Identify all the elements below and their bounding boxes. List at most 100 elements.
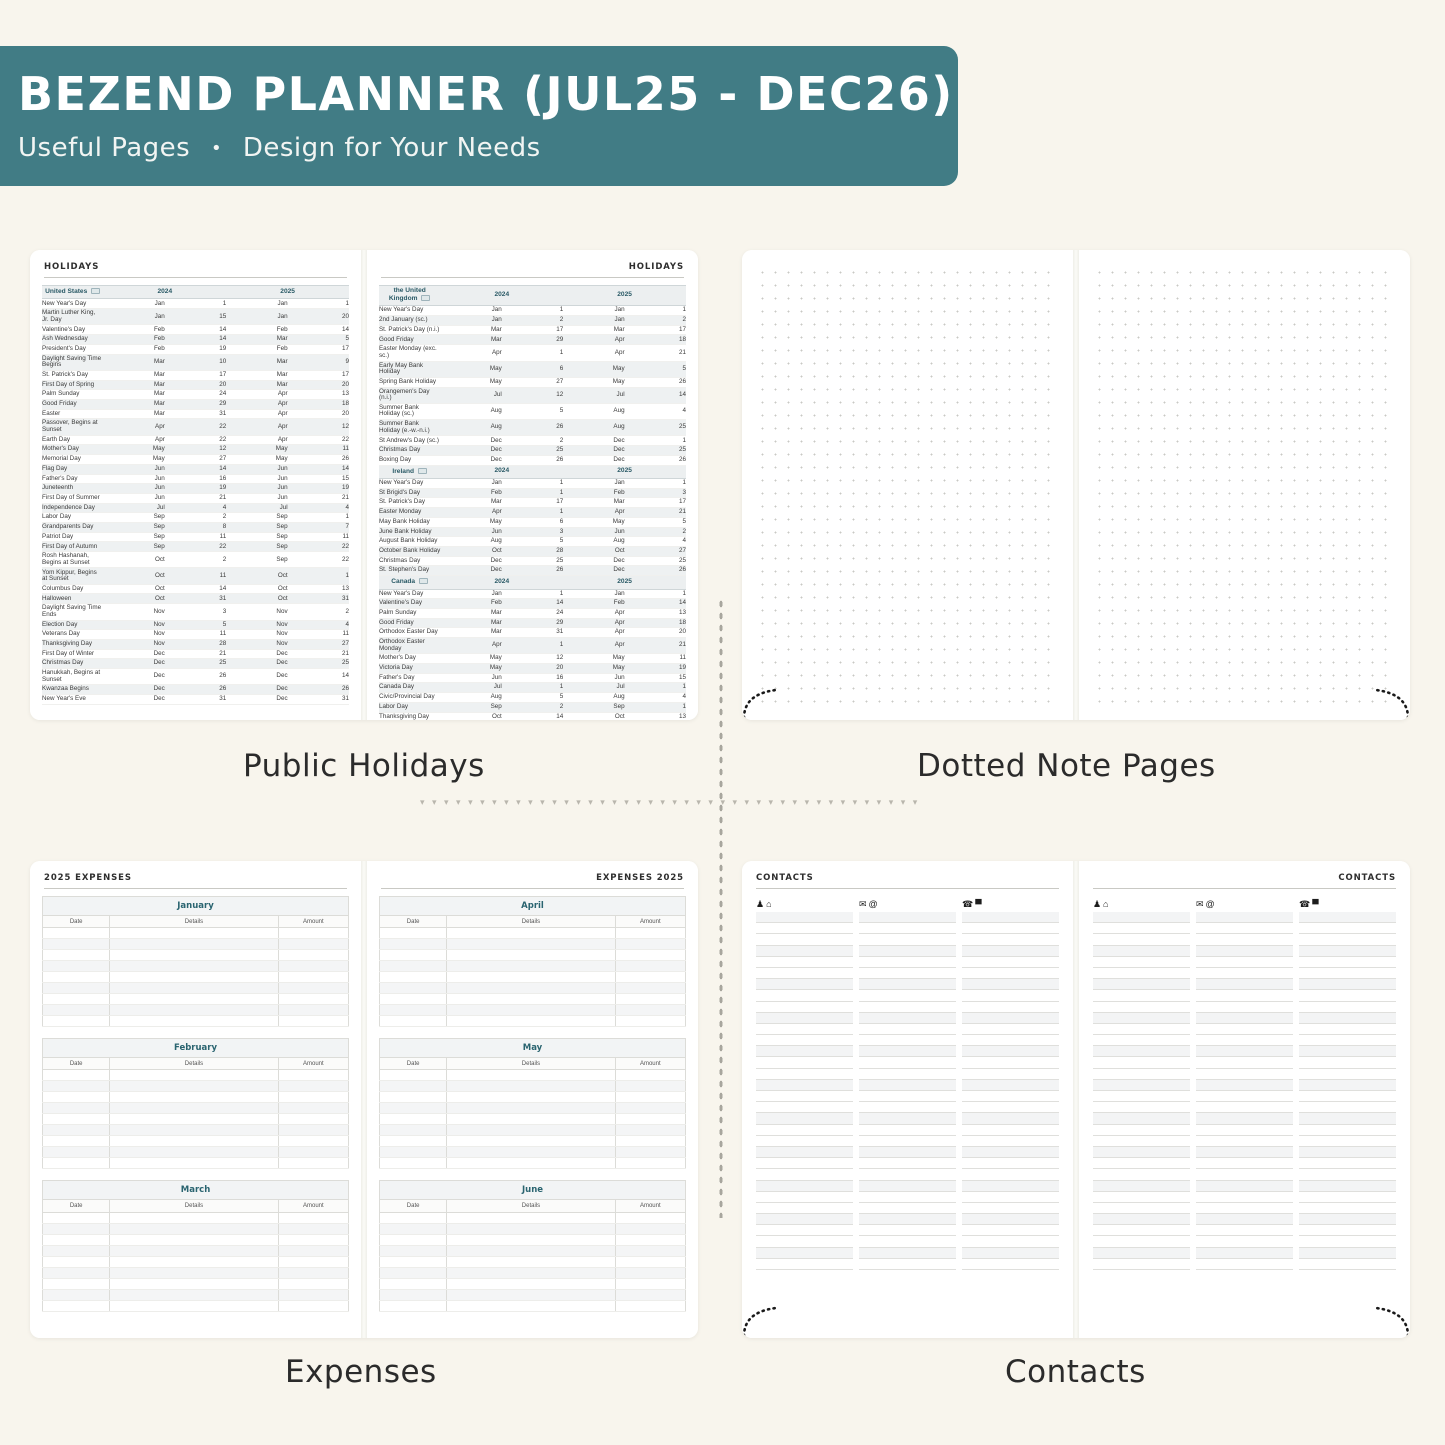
expense-date-cell[interactable] <box>42 1146 111 1159</box>
contact-entry-line[interactable] <box>1092 1035 1190 1047</box>
expense-entry-row[interactable] <box>42 1102 349 1115</box>
expense-amount-cell[interactable] <box>615 1223 686 1235</box>
contact-entry-line[interactable] <box>1196 1225 1294 1237</box>
contact-entry-line[interactable] <box>1196 1214 1294 1226</box>
expense-amount-cell[interactable] <box>615 1278 686 1290</box>
contact-entry-line[interactable] <box>859 957 957 968</box>
contact-entry-line[interactable] <box>756 1102 854 1114</box>
expense-amount-cell[interactable] <box>278 1212 349 1224</box>
expense-amount-cell[interactable] <box>278 1256 349 1268</box>
expense-details-cell[interactable] <box>446 949 616 962</box>
contact-entry-line[interactable] <box>1196 1046 1294 1058</box>
expense-amount-cell[interactable] <box>278 1080 349 1093</box>
expense-details-cell[interactable] <box>109 993 279 1006</box>
expense-details-cell[interactable] <box>109 1080 279 1093</box>
contact-entry-line[interactable] <box>1092 1225 1190 1237</box>
contact-entry-line[interactable] <box>859 1091 957 1103</box>
expense-entry-row[interactable] <box>42 971 349 984</box>
expense-amount-cell[interactable] <box>278 1234 349 1246</box>
expense-date-cell[interactable] <box>42 982 111 995</box>
expense-entry-row[interactable] <box>379 1102 686 1115</box>
expense-details-cell[interactable] <box>109 982 279 995</box>
contact-entry-line[interactable] <box>1299 990 1397 1002</box>
contact-entry-line[interactable] <box>1299 1002 1397 1013</box>
expense-entry-row[interactable] <box>42 1080 349 1093</box>
contact-entry-line[interactable] <box>962 990 1060 1002</box>
contact-entry-line[interactable] <box>1092 945 1190 957</box>
contact-entry-line[interactable] <box>1092 1069 1190 1080</box>
contact-entry-line[interactable] <box>1299 1225 1397 1237</box>
contact-entry-line[interactable] <box>756 990 854 1002</box>
expense-details-cell[interactable] <box>109 1146 279 1159</box>
expense-amount-cell[interactable] <box>615 1069 686 1082</box>
expense-date-cell[interactable] <box>379 1256 448 1268</box>
expense-details-cell[interactable] <box>446 1102 616 1115</box>
expense-date-cell[interactable] <box>379 1080 448 1093</box>
expense-details-cell[interactable] <box>109 949 279 962</box>
contact-entry-line[interactable] <box>1196 1012 1294 1024</box>
expense-amount-cell[interactable] <box>615 1300 686 1312</box>
contact-entry-line[interactable] <box>962 1180 1060 1192</box>
expense-amount-cell[interactable] <box>278 960 349 973</box>
expense-amount-cell[interactable] <box>278 1069 349 1082</box>
contact-entry-line[interactable] <box>1196 1024 1294 1036</box>
expense-date-cell[interactable] <box>42 1223 111 1235</box>
contact-entry-line[interactable] <box>1092 957 1190 968</box>
expense-amount-cell[interactable] <box>615 1267 686 1279</box>
expense-amount-cell[interactable] <box>615 1212 686 1224</box>
contact-entry-line[interactable] <box>859 945 957 957</box>
expense-date-cell[interactable] <box>42 1157 111 1170</box>
contact-entry-line[interactable] <box>962 968 1060 980</box>
expense-amount-cell[interactable] <box>278 938 349 951</box>
expense-entry-row[interactable] <box>379 1212 686 1224</box>
contact-entry-line[interactable] <box>756 1169 854 1181</box>
contact-entry-line[interactable] <box>756 1079 854 1091</box>
expense-date-cell[interactable] <box>42 1212 111 1224</box>
expense-entry-row[interactable] <box>379 1124 686 1137</box>
expense-details-cell[interactable] <box>446 1300 616 1312</box>
contact-entry-line[interactable] <box>1299 1259 1397 1270</box>
expense-date-cell[interactable] <box>379 1135 448 1148</box>
contact-entry-line[interactable] <box>962 1247 1060 1259</box>
contact-entry-line[interactable] <box>859 1035 957 1047</box>
expense-entry-row[interactable] <box>42 949 349 962</box>
contact-entry-line[interactable] <box>1092 923 1190 935</box>
expense-entry-row[interactable] <box>379 927 686 940</box>
contact-entry-line[interactable] <box>756 1180 854 1192</box>
expense-amount-cell[interactable] <box>278 1289 349 1301</box>
contact-entry-line[interactable] <box>1196 1091 1294 1103</box>
expense-details-cell[interactable] <box>446 1157 616 1170</box>
expense-entry-row[interactable] <box>42 1124 349 1137</box>
expense-amount-cell[interactable] <box>615 938 686 951</box>
contact-entry-line[interactable] <box>1196 1069 1294 1080</box>
contact-entry-line[interactable] <box>859 979 957 991</box>
expense-entry-row[interactable] <box>42 1069 349 1082</box>
contact-entry-line[interactable] <box>962 1125 1060 1136</box>
contact-entry-line[interactable] <box>1092 990 1190 1002</box>
contact-entry-line[interactable] <box>962 957 1060 968</box>
expense-entry-row[interactable] <box>379 1234 686 1246</box>
expense-date-cell[interactable] <box>379 927 448 940</box>
expense-entry-row[interactable] <box>42 1091 349 1104</box>
contact-entry-line[interactable] <box>859 912 957 924</box>
contact-entry-line[interactable] <box>962 1046 1060 1058</box>
expense-amount-cell[interactable] <box>615 1091 686 1104</box>
expense-details-cell[interactable] <box>446 1289 616 1301</box>
contact-entry-line[interactable] <box>1299 1091 1397 1103</box>
expense-amount-cell[interactable] <box>278 1015 349 1028</box>
contact-entry-line[interactable] <box>859 990 957 1002</box>
contact-entry-line[interactable] <box>1092 1214 1190 1226</box>
expense-details-cell[interactable] <box>446 982 616 995</box>
contact-entry-line[interactable] <box>962 1203 1060 1215</box>
contact-entry-line[interactable] <box>1092 1102 1190 1114</box>
contact-entry-line[interactable] <box>756 1203 854 1215</box>
expense-amount-cell[interactable] <box>615 993 686 1006</box>
contact-entry-line[interactable] <box>1299 1012 1397 1024</box>
expense-details-cell[interactable] <box>446 1212 616 1224</box>
contact-entry-line[interactable] <box>1299 1035 1397 1047</box>
contact-entry-line[interactable] <box>859 1024 957 1036</box>
contact-entry-line[interactable] <box>1092 1259 1190 1270</box>
expense-date-cell[interactable] <box>379 960 448 973</box>
expense-amount-cell[interactable] <box>615 971 686 984</box>
expense-date-cell[interactable] <box>42 1080 111 1093</box>
